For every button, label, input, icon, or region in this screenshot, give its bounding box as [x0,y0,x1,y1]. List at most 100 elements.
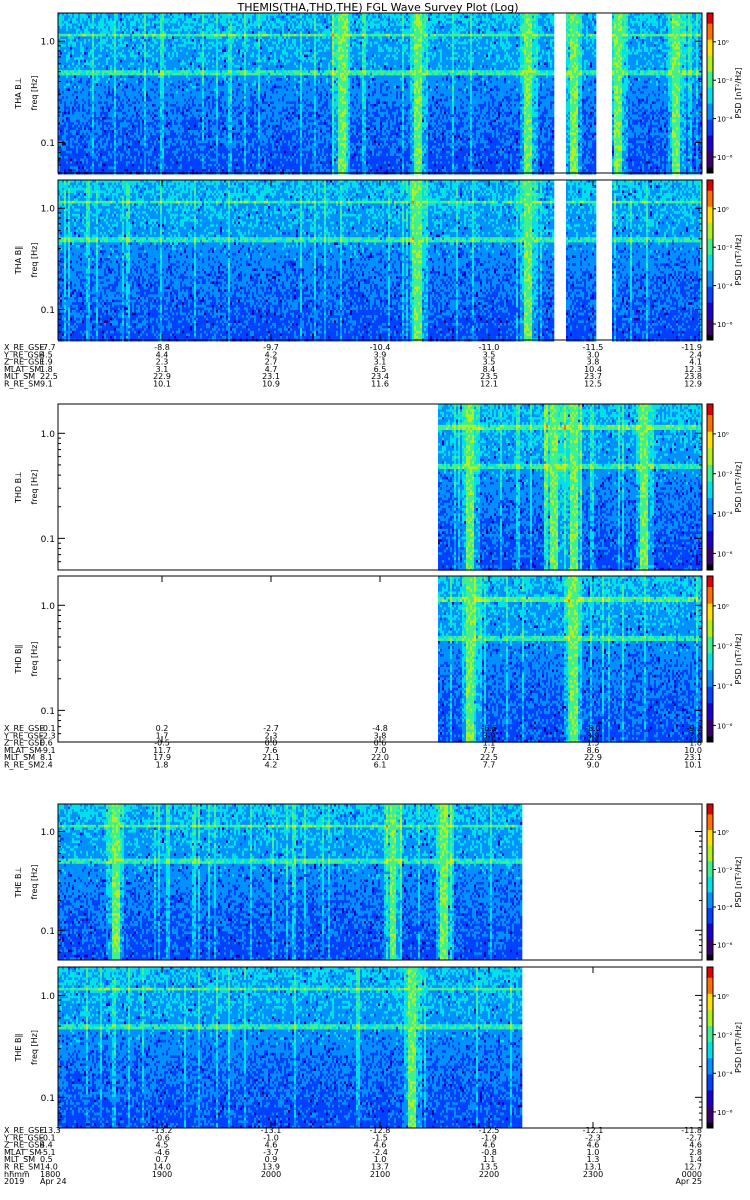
heatmap-cell [64,101,66,104]
heatmap-cell [62,55,64,58]
heatmap-cell [68,122,70,125]
heatmap-cell [68,109,70,112]
heatmap-cell [66,109,68,112]
heatmap-cell [64,127,66,130]
heatmap-cell [62,34,64,37]
heatmap-cell [66,88,68,91]
heatmap-cell [62,122,64,125]
heatmap-cell [62,135,64,138]
heatmap-cell [66,104,68,107]
heatmap-cell [68,60,70,63]
figure-title: THEMIS(THA,THD,THE) FGL Wave Survey Plot… [236,1,518,14]
heatmap-cell [64,70,66,73]
heatmap-cell [62,125,64,128]
heatmap-cell [62,21,64,24]
heatmap-cell [66,49,68,52]
heatmap-cell [62,120,64,123]
heatmap-cell [72,23,74,26]
heatmap-cell [62,143,64,146]
heatmap-cell [62,104,64,107]
heatmap-cell [66,39,68,42]
heatmap-cell [68,70,70,73]
heatmap-cell [60,159,62,162]
heatmap-cell [70,164,72,167]
heatmap-cell [62,107,64,110]
heatmap-cell [68,125,70,128]
heatmap-cell [60,96,62,99]
heatmap-cell [64,88,66,91]
heatmap-cell [60,101,62,104]
heatmap-cell [60,166,62,169]
heatmap-cell [62,75,64,78]
heatmap-cell [70,94,72,97]
heatmap-cell [70,49,72,52]
heatmap-cell [60,133,62,136]
heatmap-cell [62,52,64,55]
heatmap-cell [62,148,64,151]
heatmap-cell [68,148,70,151]
heatmap-cell [66,112,68,115]
heatmap-cell [60,122,62,125]
heatmap-cell [70,86,72,89]
heatmap-cell [70,135,72,138]
heatmap-cell [70,112,72,115]
heatmap-cell [60,125,62,128]
heatmap-cell [60,75,62,78]
heatmap-cell [68,78,70,81]
heatmap-cell [70,104,72,107]
heatmap-cell [66,120,68,123]
heatmap-cell [72,75,74,78]
heatmap-cell [64,151,66,154]
heatmap-cell [62,161,64,164]
heatmap-cell [66,151,68,154]
heatmap-cell [62,42,64,45]
heatmap-cell [70,42,72,45]
heatmap-cell [66,55,68,58]
heatmap-cell [72,16,74,19]
heatmap-cell [62,156,64,159]
heatmap-cell [70,122,72,125]
heatmap-cell [70,16,72,19]
heatmap-cell [62,99,64,102]
heatmap-cell [62,138,64,141]
heatmap-cell [66,34,68,37]
heatmap-cell [64,99,66,102]
heatmap-cell [64,83,66,86]
heatmap-cell [64,60,66,63]
heatmap-cell [66,75,68,78]
heatmap-cell [68,83,70,86]
heatmap-cells [58,13,702,175]
heatmap-cell [66,161,68,164]
heatmap-cell [66,29,68,32]
heatmap-cell [64,166,66,169]
heatmap-cell [68,91,70,94]
heatmap-cell [60,130,62,133]
wave-survey-figure: THEMIS(THA,THD,THE) FGL Wave Survey Plot… [0,0,750,1200]
heatmap-cell [66,96,68,99]
heatmap-cell [64,36,66,39]
heatmap-cell [64,29,66,32]
heatmap-cell [68,156,70,159]
heatmap-cell [68,135,70,138]
heatmap-cell [60,42,62,45]
heatmap-cell [62,36,64,39]
heatmap-cell [64,169,66,172]
heatmap-cell [70,125,72,128]
heatmap-cell [68,86,70,89]
heatmap-cell [66,86,68,89]
heatmap-cell [62,153,64,156]
heatmap-cell [72,55,74,58]
heatmap-cell [66,52,68,55]
heatmap-cell [66,169,68,172]
heatmap-cell [68,143,70,146]
heatmap-cell [64,94,66,97]
heatmap-cell [66,73,68,76]
heatmap-cell [68,117,70,120]
heatmap-cell [70,73,72,76]
heatmap-cell [70,18,72,21]
heatmap-cell [70,23,72,26]
heatmap-cell [68,23,70,26]
heatmap-cell [68,120,70,123]
heatmap-cell [62,23,64,26]
